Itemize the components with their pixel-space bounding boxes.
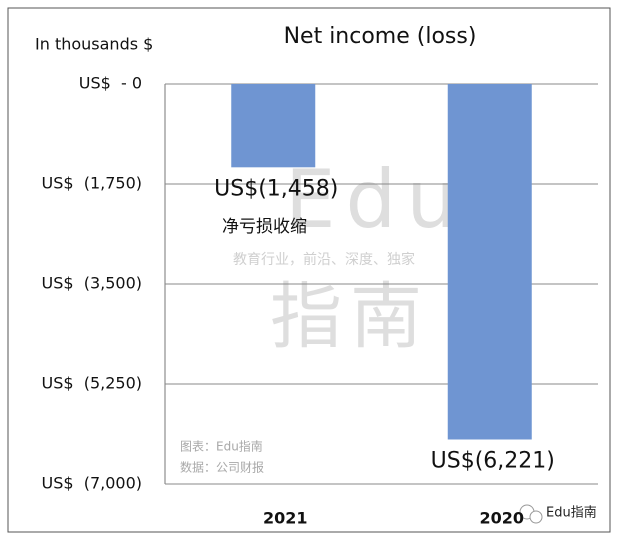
value-label: US$(6,221) — [431, 448, 555, 473]
bar — [231, 84, 316, 168]
annotation: 净亏损收缩 — [222, 217, 307, 237]
account-badge: Edu指南 — [519, 504, 597, 524]
account-name: Edu指南 — [546, 505, 597, 521]
x-tick-label: 2020 — [479, 509, 524, 528]
data-source: 数据：公司财报 — [180, 460, 264, 475]
y-tick-label: US$ - 0 — [79, 74, 142, 93]
chart-credit: 图表：Edu指南 — [180, 439, 263, 454]
y-tick-label: US$ (5,250) — [41, 374, 142, 393]
y-tick-label: US$ (7,000) — [41, 474, 142, 493]
y-axis-label: In thousands $ — [35, 35, 153, 54]
x-tick-label: 2021 — [263, 509, 308, 528]
y-tick-label: US$ (1,750) — [41, 174, 142, 193]
bar — [447, 84, 532, 440]
watermark-tagline: 教育行业，前沿、深度、独家 — [233, 251, 415, 268]
y-tick-label: US$ (3,500) — [41, 274, 142, 293]
chart-title: Net income (loss) — [284, 24, 477, 49]
watermark: 指南 — [270, 275, 430, 359]
icon — [529, 510, 543, 524]
value-label: US$(1,458) — [214, 176, 338, 201]
watermark: Edu — [285, 153, 467, 246]
